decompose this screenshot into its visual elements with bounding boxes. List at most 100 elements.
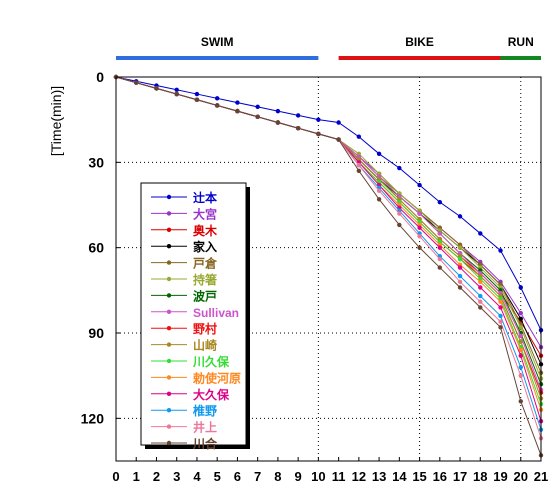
legend-swatch-marker bbox=[166, 211, 172, 216]
y-tick-label: 90 bbox=[88, 325, 104, 341]
data-point bbox=[457, 245, 463, 250]
legend-item: 奥木 bbox=[151, 223, 218, 238]
data-point bbox=[417, 211, 422, 216]
legend-label: 椎野 bbox=[192, 403, 217, 418]
data-point bbox=[478, 279, 483, 284]
data-point bbox=[518, 353, 523, 358]
legend-label: 大宮 bbox=[193, 206, 217, 221]
data-point bbox=[356, 168, 362, 174]
legend-label: 奥木 bbox=[193, 223, 218, 238]
data-point bbox=[518, 373, 523, 378]
data-point bbox=[316, 131, 321, 137]
data-point bbox=[457, 256, 463, 262]
legend-item: 井上 bbox=[151, 420, 217, 435]
data-point bbox=[295, 113, 301, 118]
legend-swatch-marker bbox=[166, 391, 172, 396]
legend-item: 大宮 bbox=[151, 206, 217, 221]
y-tick-label: 60 bbox=[88, 240, 104, 256]
legend-item: 野村 bbox=[151, 321, 217, 336]
segment-label-run: RUN bbox=[508, 35, 534, 49]
data-point bbox=[498, 299, 503, 304]
legend-label: 井上 bbox=[193, 420, 217, 435]
legend-swatch-marker bbox=[166, 342, 172, 347]
x-tick-label: 1 bbox=[133, 469, 140, 484]
x-tick-label: 9 bbox=[295, 469, 302, 484]
legend-label: 山崎 bbox=[193, 338, 217, 353]
data-point bbox=[417, 225, 422, 230]
data-point bbox=[174, 87, 179, 93]
data-point bbox=[417, 182, 422, 188]
data-point bbox=[518, 333, 523, 339]
axes: 0 1 2 3 4 5 6 7 8 9 10 11 12 13 14 15 16 17 18 19 20 21030609… bbox=[81, 69, 549, 484]
data-point bbox=[498, 319, 503, 324]
data-point bbox=[174, 91, 179, 97]
legend-item: 山崎 bbox=[151, 338, 217, 353]
data-point bbox=[235, 100, 240, 105]
legend-swatch-marker bbox=[166, 244, 172, 249]
legend-swatch-marker bbox=[166, 424, 172, 429]
legend-item: 波戸 bbox=[151, 288, 217, 303]
data-point bbox=[478, 285, 483, 290]
data-point bbox=[457, 273, 463, 279]
data-point bbox=[154, 86, 159, 91]
data-point bbox=[518, 347, 523, 353]
x-tick-label: 0 bbox=[112, 469, 119, 484]
x-tick-label: 10 bbox=[311, 469, 325, 484]
legend-swatch-marker bbox=[166, 227, 172, 232]
data-point bbox=[498, 305, 503, 310]
data-point bbox=[437, 199, 443, 205]
legend-item: 戸倉 bbox=[151, 256, 218, 271]
data-point bbox=[214, 96, 220, 101]
data-point bbox=[417, 245, 422, 250]
legend-label: 持箸 bbox=[193, 272, 217, 287]
x-tick-label: 16 bbox=[433, 469, 447, 484]
legend-label: 勅使河原 bbox=[192, 370, 241, 385]
legend-swatch-marker bbox=[166, 358, 172, 364]
segment-label-swim: SWIM bbox=[201, 35, 234, 49]
y-tick-label: 120 bbox=[81, 410, 105, 426]
data-point bbox=[214, 103, 220, 108]
legend-item: Sullivan bbox=[151, 306, 239, 320]
data-point bbox=[457, 279, 463, 284]
x-tick-label: 17 bbox=[453, 469, 467, 484]
data-point bbox=[518, 339, 523, 344]
data-point bbox=[457, 265, 463, 270]
x-tick-label: 6 bbox=[234, 469, 241, 484]
data-point bbox=[437, 245, 443, 250]
data-point bbox=[336, 137, 341, 142]
data-point bbox=[295, 126, 301, 131]
legend-item: 椎野 bbox=[151, 403, 217, 418]
data-point bbox=[235, 108, 240, 114]
data-point bbox=[518, 285, 523, 290]
data-point bbox=[194, 97, 200, 102]
data-point bbox=[437, 256, 443, 262]
x-tick-label: 18 bbox=[473, 469, 487, 484]
data-point bbox=[478, 299, 483, 304]
x-tick-label: 13 bbox=[372, 469, 386, 484]
data-point bbox=[518, 399, 523, 404]
legend-box bbox=[140, 182, 247, 446]
legend-item: 大久保 bbox=[151, 387, 230, 402]
legend-label: 戸倉 bbox=[193, 256, 218, 271]
legend-swatch-marker bbox=[166, 375, 172, 380]
data-point bbox=[457, 214, 463, 219]
series-line bbox=[115, 76, 542, 331]
x-tick-label: 2 bbox=[153, 469, 160, 484]
data-point bbox=[134, 80, 139, 85]
legend-swatch-marker bbox=[166, 260, 172, 265]
x-tick-label: 15 bbox=[412, 469, 426, 484]
data-point bbox=[255, 114, 260, 120]
data-point bbox=[518, 325, 523, 330]
data-point bbox=[478, 293, 483, 299]
data-point bbox=[316, 117, 321, 122]
legend-label: 野村 bbox=[193, 321, 217, 336]
series-15 bbox=[113, 74, 544, 458]
data-point bbox=[417, 234, 422, 239]
data-point bbox=[376, 151, 382, 156]
legend-item: 勅使河原 bbox=[151, 370, 241, 385]
data-point bbox=[397, 222, 402, 228]
data-point bbox=[275, 120, 281, 125]
data-point bbox=[275, 108, 281, 114]
legend-label: 大久保 bbox=[193, 387, 230, 402]
legend-label: 家入 bbox=[193, 239, 217, 254]
